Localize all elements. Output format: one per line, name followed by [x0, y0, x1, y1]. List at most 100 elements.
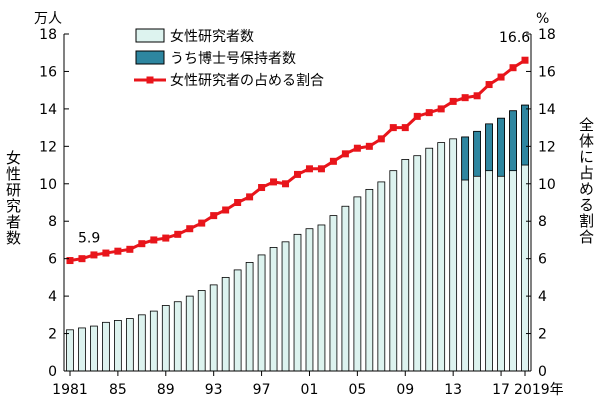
- ratio-point-2015: [473, 92, 481, 100]
- x-tick-label-2013: 13: [444, 382, 462, 398]
- ratio-point-1983: [90, 251, 98, 259]
- bar-female-researchers-2009: [401, 159, 410, 372]
- bar-female-researchers-1993: [209, 284, 218, 372]
- x-tick-label-1981: 1981: [52, 382, 88, 398]
- bar-female-researchers-1986: [125, 318, 134, 372]
- x-tick-label-2001: 01: [301, 382, 319, 398]
- bar-phd-holders-2018: [509, 110, 517, 172]
- ratio-point-1990: [174, 230, 182, 238]
- bar-female-researchers-2006: [365, 188, 374, 372]
- ratio-point-2008: [389, 124, 397, 132]
- right-tick-label-6: 6: [538, 252, 547, 268]
- right-axis-title: 全体に占める割合: [577, 117, 595, 245]
- ratio-point-1998: [270, 178, 278, 186]
- legend-swatch-female-researchers: [135, 28, 165, 43]
- ratio-point-2013: [449, 97, 457, 105]
- ratio-point-2019: [521, 56, 529, 64]
- left-tick-label-18: 18: [39, 27, 57, 43]
- left-tick-label-10: 10: [39, 177, 57, 193]
- bar-female-researchers-1996: [245, 262, 254, 372]
- ratio-point-1992: [198, 219, 206, 227]
- ratio-point-1981: [66, 257, 74, 265]
- ratio-point-2010: [413, 112, 421, 120]
- right-tick-label-10: 10: [538, 177, 556, 193]
- bar-female-researchers-2005: [353, 196, 362, 372]
- left-unit-label: 万人: [34, 11, 62, 27]
- right-tick-label-0: 0: [538, 364, 547, 380]
- ratio-point-2007: [377, 135, 385, 143]
- ratio-point-2018: [509, 64, 517, 72]
- x-tick-label-1985: 85: [109, 382, 127, 398]
- right-tick-label-14: 14: [538, 102, 556, 118]
- axes: [63, 33, 532, 376]
- left-tick-label-12: 12: [39, 139, 57, 155]
- left-tick-label-16: 16: [39, 64, 57, 80]
- bar-female-researchers-2011: [425, 147, 434, 372]
- bar-female-researchers-1981: [66, 329, 74, 372]
- bar-female-researchers-1984: [102, 321, 110, 372]
- x-tick-label-2019: 2019年: [514, 382, 564, 398]
- bar-phd-holders-2014: [461, 136, 470, 181]
- ratio-point-1986: [126, 245, 134, 253]
- ratio-point-1982: [78, 255, 86, 263]
- ratio-point-2005: [353, 144, 361, 152]
- ratio-point-2016: [485, 81, 493, 89]
- bar-female-researchers-1998: [269, 247, 278, 372]
- bar-female-researchers-1989: [161, 305, 170, 372]
- tick-labels: 0 0 2 2 4 4 6 6 8 8 10 10 12 12 14 14 16 16 18 18 1981 85 89 93…: [34, 11, 564, 398]
- bar-female-researchers-1999: [281, 241, 290, 372]
- bar-female-researchers-2008: [389, 170, 398, 372]
- bar-female-researchers-2001: [305, 228, 314, 372]
- bar-female-researchers-2000: [293, 233, 302, 372]
- bar-female-researchers-1991: [185, 295, 194, 372]
- bar-female-researchers-1995: [233, 269, 242, 372]
- ratio-point-2002: [317, 165, 325, 173]
- x-tick-label-1997: 97: [253, 382, 271, 398]
- ratio-point-2014: [461, 94, 469, 102]
- right-tick-label-12: 12: [538, 139, 556, 155]
- right-tick-label-18: 18: [538, 27, 556, 43]
- bar-female-researchers-1990: [173, 301, 182, 372]
- bar-female-researchers-1985: [114, 320, 122, 372]
- ratio-point-2000: [294, 170, 301, 178]
- left-tick-label-4: 4: [48, 289, 57, 305]
- ratio-point-2011: [425, 109, 433, 117]
- bar-female-researchers-2004: [341, 205, 350, 372]
- ratio-point-1999: [282, 180, 290, 188]
- ratio-point-2009: [401, 124, 409, 132]
- left-tick-label-0: 0: [48, 364, 57, 380]
- right-unit-label: %: [536, 11, 549, 27]
- ratio-point-1989: [162, 234, 170, 242]
- legend-label-phd-holders: うち博士号保持者数: [170, 50, 296, 67]
- ratio-point-1988: [150, 236, 158, 244]
- ratio-point-1991: [186, 225, 194, 233]
- left-tick-label-6: 6: [48, 252, 57, 268]
- ratio-point-2006: [365, 142, 373, 150]
- bar-female-researchers-2010: [413, 155, 422, 372]
- left-axis-title: 女性研究者数: [4, 150, 22, 246]
- bar-phd-holders-2017: [497, 117, 505, 177]
- right-tick-label-4: 4: [538, 289, 547, 305]
- ratio-line-series: [66, 56, 529, 265]
- right-tick-label-8: 8: [538, 214, 547, 230]
- bar-female-researchers-1987: [137, 314, 146, 372]
- ratio-point-1997: [258, 184, 266, 192]
- ratio-point-1985: [114, 247, 122, 255]
- annotation-2019: 16.6: [499, 30, 530, 46]
- ratio-point-1984: [102, 249, 110, 257]
- x-tick-label-2017: 17: [492, 382, 510, 398]
- left-tick-label-2: 2: [48, 327, 57, 343]
- bar-female-researchers-1992: [197, 290, 206, 372]
- bar-series: [66, 104, 529, 372]
- bar-phd-holders-2019: [521, 104, 529, 166]
- legend-label-ratio: 女性研究者の占める割合: [170, 72, 324, 89]
- ratio-point-1987: [138, 240, 146, 248]
- bar-female-researchers-1997: [257, 254, 266, 372]
- bar-female-researchers-2002: [317, 224, 326, 372]
- bar-female-researchers-1982: [78, 327, 86, 372]
- ratio-point-1993: [210, 212, 218, 220]
- bar-female-researchers-2013: [449, 138, 458, 372]
- ratio-point-2012: [437, 105, 445, 113]
